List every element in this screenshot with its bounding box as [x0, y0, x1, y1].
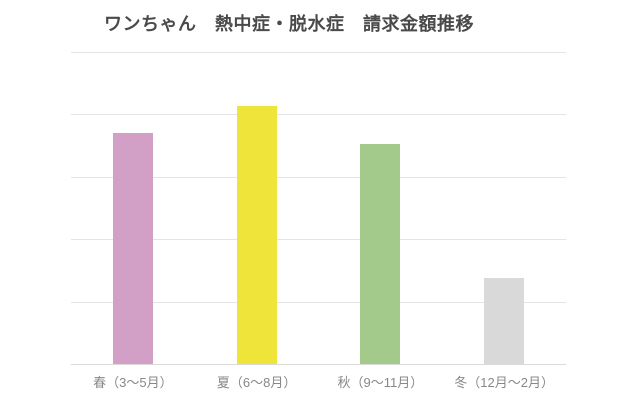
x-axis-label: 秋（9〜11月） — [337, 375, 424, 390]
y-gridline — [71, 114, 566, 116]
x-axis-label: 夏（6〜8月） — [216, 375, 297, 390]
y-gridline — [71, 239, 566, 241]
bar — [236, 106, 277, 364]
chart-title: ワンちゃん 熱中症・脱水症 請求金額推移 — [104, 14, 474, 34]
x-axis-label: 春（3〜5月） — [93, 375, 173, 390]
bar — [112, 133, 153, 364]
x-axis-label: 冬（12月〜2月） — [454, 375, 554, 390]
y-gridline — [71, 52, 566, 53]
x-axis-line — [71, 364, 566, 365]
bar — [360, 143, 401, 364]
plot-area — [71, 52, 566, 365]
y-gridline — [71, 301, 566, 303]
y-gridline — [71, 176, 566, 178]
bar — [484, 277, 525, 364]
